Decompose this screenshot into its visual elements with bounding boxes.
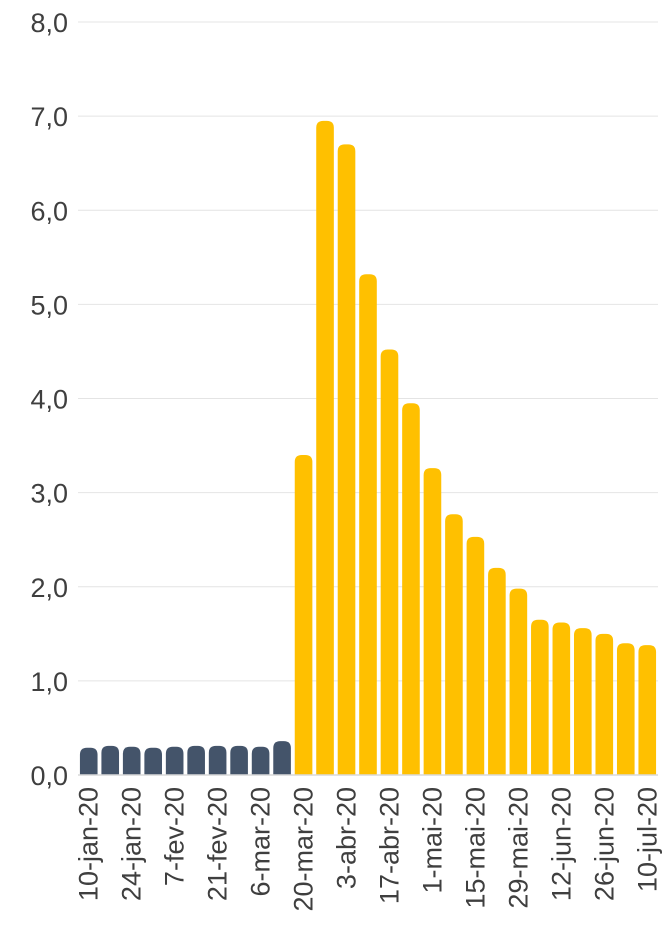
x-tick-label: 21-fev-20	[203, 787, 233, 901]
bar-10-abr-20	[359, 274, 377, 775]
bar-10-jan-20	[79, 747, 98, 775]
x-tick-label: 26-jun-20	[589, 787, 619, 901]
bar-28-fev-20	[230, 745, 248, 775]
bar-19-jun-20	[574, 628, 592, 775]
bar-26-jun-20	[595, 633, 614, 775]
x-tick-label: 10-jan-20	[74, 787, 104, 901]
x-tick-label: 3-abr-20	[332, 787, 362, 889]
x-tick-label: 29-mai-20	[503, 787, 533, 909]
y-tick-label: 1,0	[30, 667, 68, 697]
x-tick-label: 17-abr-20	[374, 787, 404, 904]
bar-31-jan-20	[144, 747, 162, 775]
x-tick-label: 1-mai-20	[417, 787, 447, 894]
y-tick-label: 8,0	[30, 8, 68, 38]
bar-20-mar-20	[294, 454, 313, 775]
bar-5-jun-20	[531, 619, 549, 775]
bar-14-fev-20	[187, 745, 205, 775]
x-axis-ticks: 10-jan-20 24-jan-20 7-fev-20 21-fev-20 6-mar…	[74, 787, 663, 912]
y-tick-label: 3,0	[30, 479, 68, 509]
bar-21-fev-20	[208, 745, 227, 775]
y-tick-label: 5,0	[30, 290, 68, 320]
x-tick-label: 20-mar-20	[289, 787, 319, 912]
bar-10-jul-20	[638, 645, 657, 775]
bar-27-mar-20	[316, 120, 334, 776]
y-tick-label: 4,0	[30, 385, 68, 415]
bar-12-jun-20	[552, 622, 571, 775]
bars	[79, 120, 657, 776]
bar-6-mar-20	[251, 746, 270, 775]
bar-1-mai-20	[423, 468, 442, 775]
bar-15-mai-20	[466, 536, 485, 775]
x-tick-label: 6-mar-20	[246, 787, 276, 897]
y-tick-label: 6,0	[30, 196, 68, 226]
bar-22-mai-20	[488, 567, 506, 775]
bar-24-jan-20	[122, 746, 141, 775]
y-tick-label: 0,0	[30, 761, 68, 791]
y-tick-label: 7,0	[30, 102, 68, 132]
x-tick-label: 24-jan-20	[117, 787, 147, 901]
bar-17-abr-20	[380, 349, 399, 775]
bar-29-mai-20	[509, 588, 528, 775]
x-tick-label: 7-fev-20	[160, 787, 190, 886]
bar-7-fev-20	[165, 746, 184, 775]
bar-8-mai-20	[445, 514, 463, 775]
bar-17-jan-20	[101, 745, 120, 775]
y-tick-label: 2,0	[30, 573, 68, 603]
x-tick-label: 12-jun-20	[546, 787, 576, 901]
bar-24-abr-20	[402, 403, 420, 775]
bar-3-jul-20	[616, 643, 635, 775]
bar-13-mar-20	[273, 741, 291, 775]
x-tick-label: 15-mai-20	[460, 787, 490, 909]
y-axis-ticks: 0,0 1,0 2,0 3,0 4,0 5,0 6,0 7,0 8,0	[30, 8, 68, 791]
x-tick-label: 10-jul-20	[632, 787, 662, 892]
bar-3-abr-20	[337, 144, 356, 776]
